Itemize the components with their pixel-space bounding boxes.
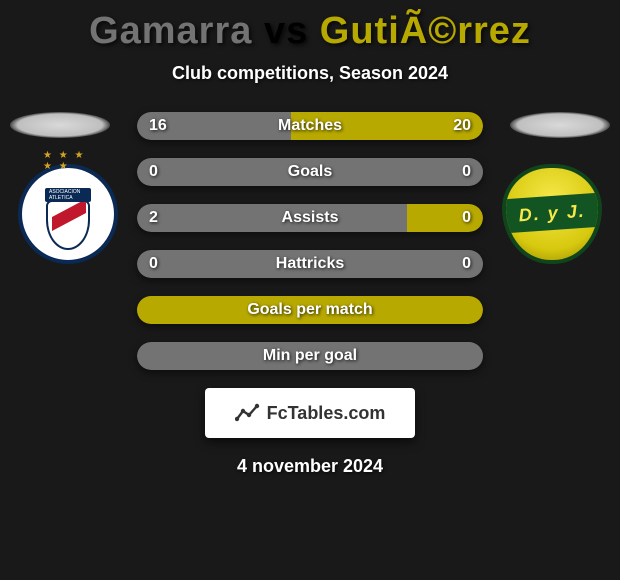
site-name: FcTables.com — [267, 403, 386, 424]
stat-bars: 1620Matches00Goals20Assists00HattricksGo… — [137, 112, 483, 370]
stat-label: Goals — [288, 163, 332, 181]
stat-right-value: 0 — [462, 163, 471, 181]
stat-bar: 16 20 Matches — [137, 112, 483, 140]
crest-right: D. y J. — [502, 164, 602, 264]
stat-left-value: 2 — [149, 209, 158, 227]
stat-left-value: 16 — [149, 117, 167, 135]
player2-pedestal — [510, 112, 610, 138]
crest-right-text: D. y J. — [518, 200, 586, 226]
vs-text: vs — [252, 10, 319, 52]
footer-date: 4 november 2024 — [0, 456, 620, 477]
stat-label: Goals per match — [247, 301, 372, 319]
stat-bar: Min per goal — [137, 342, 483, 370]
crest-left-stars-icon: ★ ★ ★ ★ ★ — [43, 150, 93, 172]
stat-left-value: 0 — [149, 163, 158, 181]
stat-right-value: 0 — [462, 255, 471, 273]
site-badge: FcTables.com — [205, 388, 415, 438]
crest-left: ASOCIACION ATLETICA ★ ★ ★ ★ ★ — [18, 164, 118, 264]
stat-bar: 2 0 Assists — [137, 204, 483, 232]
argentinos-juniors-crest: ASOCIACION ATLETICA — [18, 164, 118, 264]
crest-left-shield-icon — [46, 200, 90, 250]
stat-label: Assists — [282, 209, 339, 227]
stat-right-value: 0 — [462, 209, 471, 227]
defensa-y-justicia-crest: D. y J. — [502, 164, 602, 264]
stat-right-value: 20 — [453, 117, 471, 135]
player1-name: Gamarra — [89, 10, 252, 52]
stat-bar: 0 0 Goals — [137, 158, 483, 186]
stat-left-value: 0 — [149, 255, 158, 273]
stat-bar-left-fill — [137, 204, 407, 232]
stat-label: Hattricks — [276, 255, 344, 273]
player1-pedestal — [10, 112, 110, 138]
stat-bar: 0 0 Hattricks — [137, 250, 483, 278]
stat-label: Min per goal — [263, 347, 357, 365]
subtitle: Club competitions, Season 2024 — [0, 63, 620, 84]
stat-bar-right-fill — [407, 204, 483, 232]
player2-name: GutiÃ©rrez — [320, 10, 531, 52]
chart-icon — [235, 403, 261, 423]
stat-label: Matches — [278, 117, 342, 135]
stat-bar: Goals per match — [137, 296, 483, 324]
comparison-area: ASOCIACION ATLETICA ★ ★ ★ ★ ★ D. y J. 16… — [0, 112, 620, 370]
page-title: Gamarra vs GutiÃ©rrez — [0, 0, 620, 53]
